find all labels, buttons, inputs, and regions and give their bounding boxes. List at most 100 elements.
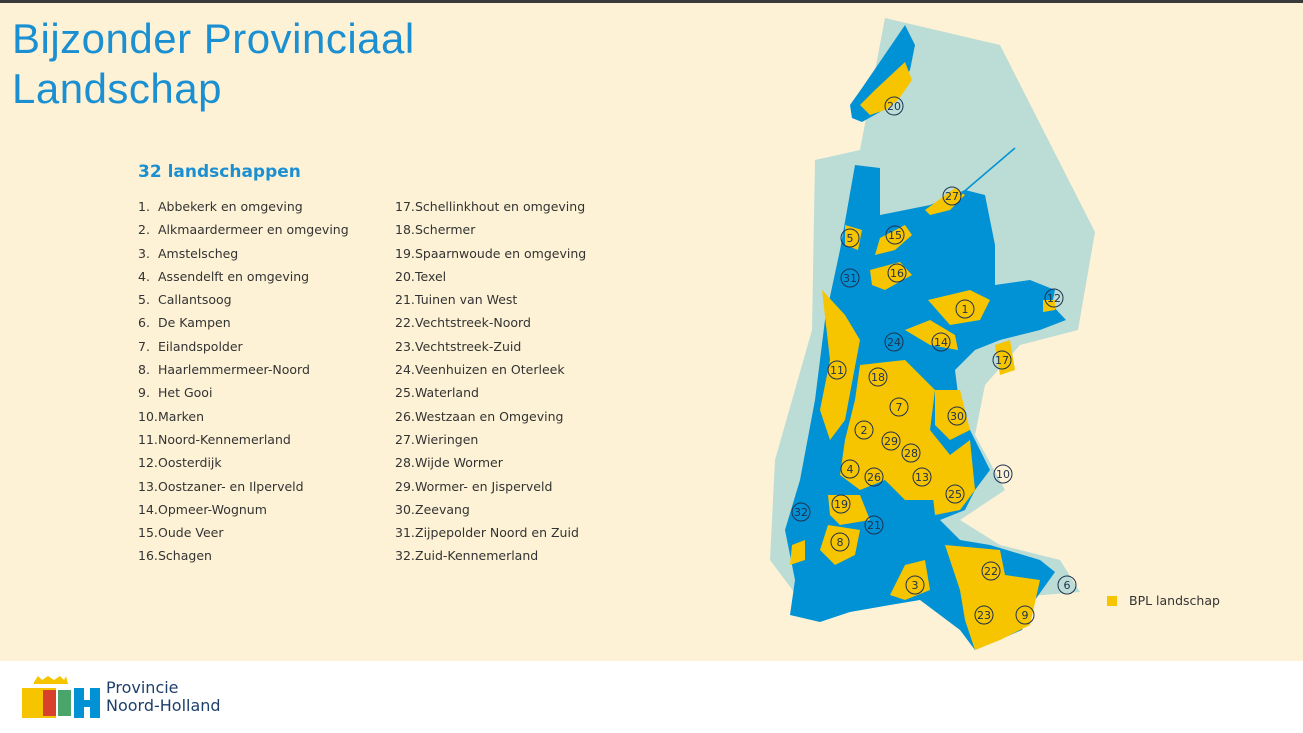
marker-label: 23 <box>977 609 991 622</box>
landscape-list-1: 1. Abbekerk en omgeving 2. Alkmaardermeer e… <box>138 199 349 572</box>
item-name: Marken <box>158 408 204 424</box>
landscape-count-heading: 32 landschappen <box>138 162 301 182</box>
item-number: 17. <box>395 199 415 214</box>
marker-label: 16 <box>890 267 904 280</box>
marker-20: 20 <box>884 96 904 116</box>
marker-label: 29 <box>884 435 898 448</box>
item-number: 2. <box>138 222 150 238</box>
landscape-list-item: 14. Opmeer-Wognum <box>138 502 349 525</box>
bpl-vechtstreek <box>945 545 1040 650</box>
item-number: 3. <box>138 245 150 261</box>
marker-13: 13 <box>912 467 932 487</box>
footer <box>0 661 1303 733</box>
marker-4: 4 <box>840 459 860 479</box>
landscape-list-2: 17. Schellinkhout en omgeving 18. Schermer 1… <box>395 199 586 572</box>
marker-28: 28 <box>901 443 921 463</box>
marker-label: 15 <box>888 229 902 242</box>
marker-label: 14 <box>934 336 948 349</box>
item-number: 25. <box>395 385 415 401</box>
item-name: Haarlemmermeer-Noord <box>158 362 310 378</box>
item-number: 28. <box>395 455 415 471</box>
item-number: 21. <box>395 292 415 308</box>
marker-label: 18 <box>871 371 885 384</box>
item-name: Texel <box>415 268 447 284</box>
marker-label: 20 <box>887 100 901 113</box>
marker-15: 15 <box>885 225 905 245</box>
item-number: 15. <box>138 525 158 541</box>
item-number: 12. <box>138 455 158 471</box>
item-name: Amstelscheg <box>158 245 239 261</box>
item-name: Oosterdijk <box>158 455 222 471</box>
marker-label: 17 <box>995 354 1009 367</box>
landscape-list-item: 11. Noord-Kennemerland <box>138 432 349 455</box>
item-name: Wijde Wormer <box>415 455 503 471</box>
marker-label: 25 <box>948 488 962 501</box>
landscape-list-item: 28. Wijde Wormer <box>395 455 586 478</box>
item-name: Oude Veer <box>158 525 224 541</box>
title-line-2: Landschap <box>12 65 223 112</box>
marker-label: 27 <box>945 190 959 203</box>
item-number: 30. <box>395 501 415 517</box>
landscape-list-item: 15. Oude Veer <box>138 525 349 548</box>
marker-23: 23 <box>974 605 994 625</box>
top-border <box>0 0 1303 3</box>
item-number: 20. <box>395 268 415 284</box>
landscape-list-item: 32. Zuid-Kennemerland <box>395 548 586 571</box>
item-name: Zuid-Kennemerland <box>415 548 539 564</box>
marker-5: 5 <box>840 228 860 248</box>
landscape-list-item: 4. Assendelft en omgeving <box>138 269 349 292</box>
landscape-list-item: 6. De Kampen <box>138 315 349 338</box>
landscape-list-item: 31. Zijpepolder Noord en Zuid <box>395 525 586 548</box>
landscape-list-item: 3. Amstelscheg <box>138 246 349 269</box>
marker-label: 11 <box>830 364 844 377</box>
landscape-list-item: 24. Veenhuizen en Oterleek <box>395 362 586 385</box>
landscape-list-item: 29. Wormer- en Jisperveld <box>395 479 586 502</box>
item-name: Zijpepolder Noord en Zuid <box>415 525 579 541</box>
marker-label: 24 <box>887 336 901 349</box>
marker-label: 26 <box>867 471 881 484</box>
bpl-spaarnwoude <box>828 495 870 525</box>
marker-24: 24 <box>884 332 904 352</box>
landscape-list-item: 16. Schagen <box>138 548 349 571</box>
bpl-haarlemmermeer <box>820 525 860 565</box>
marker-17: 17 <box>992 350 1012 370</box>
marker-12: 12 <box>1044 288 1064 308</box>
item-name: Schermer <box>415 222 476 238</box>
marker-32: 32 <box>791 502 811 522</box>
item-name: Vechtstreek-Zuid <box>415 338 522 354</box>
province-logo: Provincie Noord-Holland <box>22 676 221 718</box>
marker-label: 1 <box>962 303 969 316</box>
marker-7: 7 <box>889 397 909 417</box>
landscape-list-item: 25. Waterland <box>395 385 586 408</box>
marker-label: 22 <box>984 565 998 578</box>
item-number: 18. <box>395 222 415 238</box>
item-number: 22. <box>395 315 415 331</box>
marker-31: 31 <box>840 268 860 288</box>
marker-label: 13 <box>915 471 929 484</box>
item-name: Eilandspolder <box>158 338 243 354</box>
marker-label: 8 <box>837 536 844 549</box>
marker-label: 2 <box>861 424 868 437</box>
marker-label: 12 <box>1047 292 1061 305</box>
marker-27: 27 <box>942 186 962 206</box>
marker-22: 22 <box>981 561 1001 581</box>
title-line-1: Bijzonder Provinciaal <box>12 15 415 62</box>
item-name: Tuinen van West <box>415 292 518 308</box>
marker-6: 6 <box>1057 575 1077 595</box>
item-name: Wormer- en Jisperveld <box>415 478 553 494</box>
marker-26: 26 <box>864 467 884 487</box>
marker-19: 19 <box>831 494 851 514</box>
marker-label: 30 <box>950 410 964 423</box>
logo-line-1: Provincie <box>106 678 179 697</box>
item-name: Callantsoog <box>158 292 232 308</box>
bpl-west-coast <box>820 290 860 440</box>
item-number: 32. <box>395 548 415 564</box>
marker-label: 5 <box>847 232 854 245</box>
marker-1: 1 <box>955 299 975 319</box>
item-name: Waterland <box>415 385 479 401</box>
bpl-areas <box>790 62 1055 650</box>
item-number: 1. <box>138 199 150 214</box>
landscape-list-item: 8. Haarlemmermeer-Noord <box>138 362 349 385</box>
item-number: 27. <box>395 431 415 447</box>
texel-land <box>850 25 915 122</box>
